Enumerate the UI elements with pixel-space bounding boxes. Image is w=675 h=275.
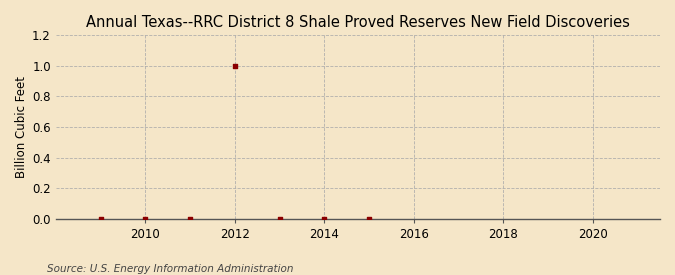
Text: Source: U.S. Energy Information Administration: Source: U.S. Energy Information Administ… (47, 264, 294, 274)
Point (230, 64, 240, 68)
Point (140, 216, 151, 221)
Title: Annual Texas--RRC District 8 Shale Proved Reserves New Field Discoveries: Annual Texas--RRC District 8 Shale Prove… (86, 15, 630, 30)
Point (274, 216, 285, 221)
Point (364, 216, 375, 221)
Point (95, 216, 106, 221)
Point (185, 216, 196, 221)
Point (319, 216, 329, 221)
Y-axis label: Billion Cubic Feet: Billion Cubic Feet (15, 76, 28, 178)
